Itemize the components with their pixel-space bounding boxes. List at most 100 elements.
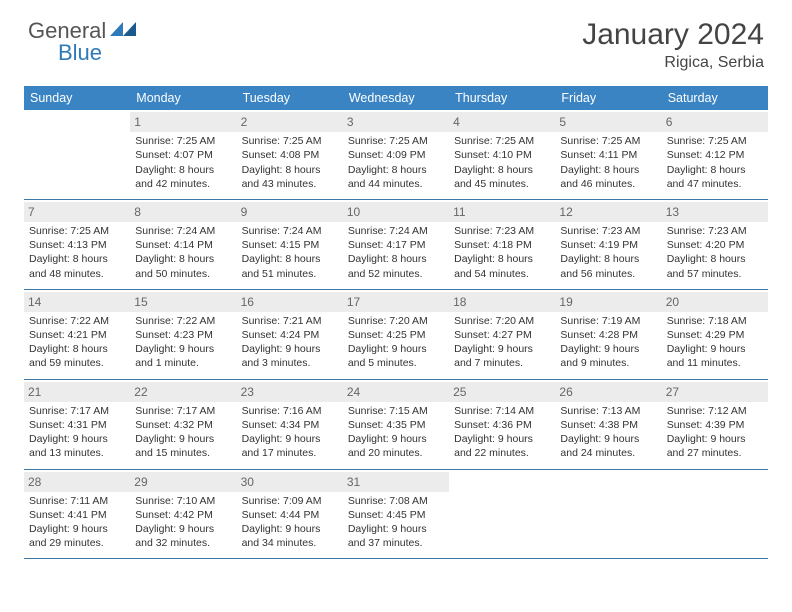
detail-line: and 22 minutes. (454, 446, 550, 460)
detail-line: Sunset: 4:24 PM (242, 328, 338, 342)
detail-line: and 24 minutes. (560, 446, 656, 460)
detail-line: Sunrise: 7:23 AM (560, 224, 656, 238)
detail-line: Daylight: 9 hours (135, 432, 231, 446)
day-number: 14 (24, 292, 130, 312)
day-cell: 9Sunrise: 7:24 AMSunset: 4:15 PMDaylight… (237, 200, 343, 289)
day-details: Sunrise: 7:17 AMSunset: 4:32 PMDaylight:… (134, 404, 232, 461)
logo: General Blue (28, 18, 138, 44)
weekday-header-row: SundayMondayTuesdayWednesdayThursdayFrid… (24, 86, 768, 110)
detail-line: and 20 minutes. (348, 446, 444, 460)
day-number: 27 (662, 382, 768, 402)
detail-line: Daylight: 8 hours (560, 163, 656, 177)
calendar: SundayMondayTuesdayWednesdayThursdayFrid… (24, 86, 768, 559)
detail-line: Daylight: 9 hours (135, 342, 231, 356)
detail-line: Sunset: 4:11 PM (560, 148, 656, 162)
detail-line: Sunset: 4:09 PM (348, 148, 444, 162)
day-cell: 14Sunrise: 7:22 AMSunset: 4:21 PMDayligh… (24, 290, 130, 379)
day-cell: 24Sunrise: 7:15 AMSunset: 4:35 PMDayligh… (343, 380, 449, 469)
day-details: Sunrise: 7:24 AMSunset: 4:17 PMDaylight:… (347, 224, 445, 281)
weekday-cell: Wednesday (343, 86, 449, 110)
detail-line: and 56 minutes. (560, 267, 656, 281)
detail-line: and 44 minutes. (348, 177, 444, 191)
day-details: Sunrise: 7:17 AMSunset: 4:31 PMDaylight:… (28, 404, 126, 461)
day-number: 31 (343, 472, 449, 492)
detail-line: Sunrise: 7:22 AM (135, 314, 231, 328)
day-details: Sunrise: 7:25 AMSunset: 4:11 PMDaylight:… (559, 134, 657, 191)
day-number: 13 (662, 202, 768, 222)
day-details: Sunrise: 7:16 AMSunset: 4:34 PMDaylight:… (241, 404, 339, 461)
detail-line: and 42 minutes. (135, 177, 231, 191)
detail-line: Sunset: 4:18 PM (454, 238, 550, 252)
detail-line: and 29 minutes. (29, 536, 125, 550)
day-cell: 19Sunrise: 7:19 AMSunset: 4:28 PMDayligh… (555, 290, 661, 379)
detail-line: Sunrise: 7:10 AM (135, 494, 231, 508)
detail-line: and 15 minutes. (135, 446, 231, 460)
detail-line: and 37 minutes. (348, 536, 444, 550)
weekday-cell: Thursday (449, 86, 555, 110)
detail-line: Sunrise: 7:16 AM (242, 404, 338, 418)
day-cell: 2Sunrise: 7:25 AMSunset: 4:08 PMDaylight… (237, 110, 343, 199)
detail-line: Daylight: 8 hours (560, 252, 656, 266)
detail-line: Sunset: 4:34 PM (242, 418, 338, 432)
detail-line: Sunset: 4:42 PM (135, 508, 231, 522)
detail-line: Sunset: 4:39 PM (667, 418, 763, 432)
day-cell: 21Sunrise: 7:17 AMSunset: 4:31 PMDayligh… (24, 380, 130, 469)
detail-line: and 45 minutes. (454, 177, 550, 191)
logo-shape-icon (110, 20, 136, 43)
weekday-cell: Friday (555, 86, 661, 110)
detail-line: Daylight: 9 hours (348, 342, 444, 356)
day-cell (24, 110, 130, 199)
day-details: Sunrise: 7:10 AMSunset: 4:42 PMDaylight:… (134, 494, 232, 551)
detail-line: and 48 minutes. (29, 267, 125, 281)
detail-line: Sunset: 4:20 PM (667, 238, 763, 252)
detail-line: Sunrise: 7:17 AM (135, 404, 231, 418)
day-number: 20 (662, 292, 768, 312)
logo-text-2: Blue (58, 40, 102, 66)
day-number: 25 (449, 382, 555, 402)
day-cell: 20Sunrise: 7:18 AMSunset: 4:29 PMDayligh… (662, 290, 768, 379)
week-row: 21Sunrise: 7:17 AMSunset: 4:31 PMDayligh… (24, 380, 768, 470)
detail-line: Sunrise: 7:13 AM (560, 404, 656, 418)
day-details: Sunrise: 7:09 AMSunset: 4:44 PMDaylight:… (241, 494, 339, 551)
detail-line: and 34 minutes. (242, 536, 338, 550)
detail-line: Sunset: 4:31 PM (29, 418, 125, 432)
detail-line: Sunset: 4:07 PM (135, 148, 231, 162)
day-cell: 6Sunrise: 7:25 AMSunset: 4:12 PMDaylight… (662, 110, 768, 199)
detail-line: Sunrise: 7:17 AM (29, 404, 125, 418)
detail-line: Sunrise: 7:19 AM (560, 314, 656, 328)
detail-line: Sunset: 4:38 PM (560, 418, 656, 432)
detail-line: and 51 minutes. (242, 267, 338, 281)
detail-line: Daylight: 9 hours (29, 432, 125, 446)
day-number: 7 (24, 202, 130, 222)
detail-line: Daylight: 9 hours (242, 432, 338, 446)
detail-line: Sunrise: 7:21 AM (242, 314, 338, 328)
detail-line: and 9 minutes. (560, 356, 656, 370)
day-number: 9 (237, 202, 343, 222)
page-header: General Blue January 2024 Rigica, Serbia (0, 0, 792, 80)
detail-line: and 13 minutes. (29, 446, 125, 460)
day-details: Sunrise: 7:19 AMSunset: 4:28 PMDaylight:… (559, 314, 657, 371)
detail-line: Sunset: 4:15 PM (242, 238, 338, 252)
detail-line: and 50 minutes. (135, 267, 231, 281)
detail-line: Sunset: 4:36 PM (454, 418, 550, 432)
day-number: 12 (555, 202, 661, 222)
detail-line: and 43 minutes. (242, 177, 338, 191)
day-cell: 1Sunrise: 7:25 AMSunset: 4:07 PMDaylight… (130, 110, 236, 199)
day-cell (662, 470, 768, 559)
day-number: 15 (130, 292, 236, 312)
day-details: Sunrise: 7:18 AMSunset: 4:29 PMDaylight:… (666, 314, 764, 371)
detail-line: Daylight: 9 hours (454, 432, 550, 446)
detail-line: Daylight: 9 hours (454, 342, 550, 356)
detail-line: Daylight: 9 hours (348, 522, 444, 536)
detail-line: Sunrise: 7:25 AM (242, 134, 338, 148)
detail-line: Daylight: 8 hours (454, 163, 550, 177)
week-row: 28Sunrise: 7:11 AMSunset: 4:41 PMDayligh… (24, 470, 768, 560)
detail-line: and 59 minutes. (29, 356, 125, 370)
day-cell: 28Sunrise: 7:11 AMSunset: 4:41 PMDayligh… (24, 470, 130, 559)
detail-line: and 7 minutes. (454, 356, 550, 370)
day-number: 11 (449, 202, 555, 222)
detail-line: Sunset: 4:28 PM (560, 328, 656, 342)
detail-line: Sunrise: 7:25 AM (29, 224, 125, 238)
calendar-body: 1Sunrise: 7:25 AMSunset: 4:07 PMDaylight… (24, 110, 768, 559)
weekday-cell: Saturday (662, 86, 768, 110)
